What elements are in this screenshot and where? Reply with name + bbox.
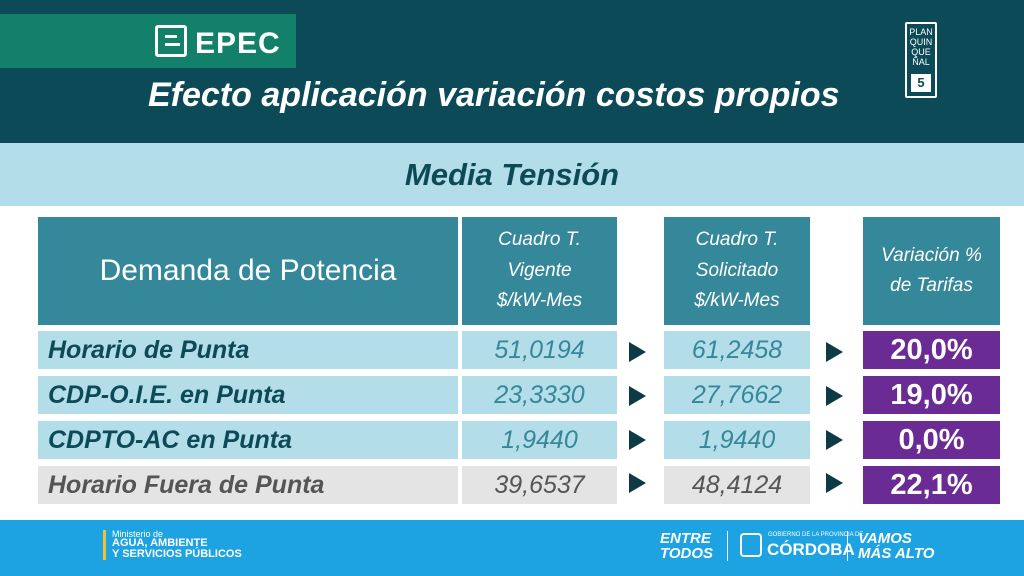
footer-divider [847, 531, 848, 561]
vamos-mas-alto-logo: VAMOS MÁS ALTO [858, 530, 935, 562]
badge-number: 5 [911, 74, 931, 92]
row-label: Horario Fuera de Punta [38, 466, 458, 504]
arrow-right-icon [826, 473, 843, 493]
header-variacion: Variación % de Tarifas [863, 217, 1000, 325]
arrow-right-icon [629, 430, 646, 450]
epec-logo-text: EPEC [195, 27, 281, 60]
cell-solicitado: 61,2458 [664, 331, 810, 369]
arrow-right-icon [826, 386, 843, 406]
arrow-right-icon [826, 430, 843, 450]
entre-todos-logo: ENTRE TODOS [660, 530, 714, 562]
cordoba-logo-text: CÓRDOBA [767, 540, 855, 559]
arrow-right-icon [629, 342, 646, 362]
arrow-right-icon [629, 473, 646, 493]
arrow-right-icon [629, 386, 646, 406]
cell-solicitado: 48,4124 [664, 466, 810, 504]
badge-text: PLAN QUIN QUE ÑAL [909, 27, 933, 67]
row-label: CDPTO-AC en Punta [38, 421, 458, 459]
ministerio-name: AGUA, AMBIENTE Y SERVICIOS PÚBLICOS [112, 537, 242, 560]
footer-divider [727, 531, 728, 561]
section-title: Media Tensión [404, 157, 620, 192]
epec-logo: EPEC [0, 14, 296, 68]
ministerio-small-text: Ministerio de [112, 529, 164, 539]
cell-vigente: 39,6537 [462, 466, 617, 504]
ministerio-accent-bar [103, 530, 106, 560]
epec-logo-icon [155, 25, 187, 57]
cell-variacion: 19,0% [863, 376, 1000, 414]
cell-vigente: 51,0194 [462, 331, 617, 369]
planquinquenal-badge: PLAN QUIN QUE ÑAL 5 [905, 22, 937, 98]
slide-title: Efecto aplicación variación costos propi… [148, 76, 840, 114]
cell-variacion: 20,0% [863, 331, 1000, 369]
section-band [0, 143, 1024, 206]
arrow-right-icon [826, 342, 843, 362]
footer-bar [0, 520, 1024, 576]
cell-solicitado: 1,9440 [664, 421, 810, 459]
cell-variacion: 0,0% [863, 421, 1000, 459]
cell-variacion: 22,1% [863, 466, 1000, 504]
header-solicitado: Cuadro T. Solicitado $/kW-Mes [664, 217, 810, 325]
cell-vigente: 23,3330 [462, 376, 617, 414]
cell-vigente: 1,9440 [462, 421, 617, 459]
cordoba-seal-icon [740, 533, 762, 557]
header-vigente: Cuadro T. Vigente $/kW-Mes [462, 217, 617, 325]
gobierno-text: GOBIERNO DE LA PROVINCIA DE [768, 532, 864, 538]
row-label: Horario de Punta [38, 331, 458, 369]
cell-solicitado: 27,7662 [664, 376, 810, 414]
header-concept: Demanda de Potencia [38, 217, 458, 325]
row-label: CDP-O.I.E. en Punta [38, 376, 458, 414]
